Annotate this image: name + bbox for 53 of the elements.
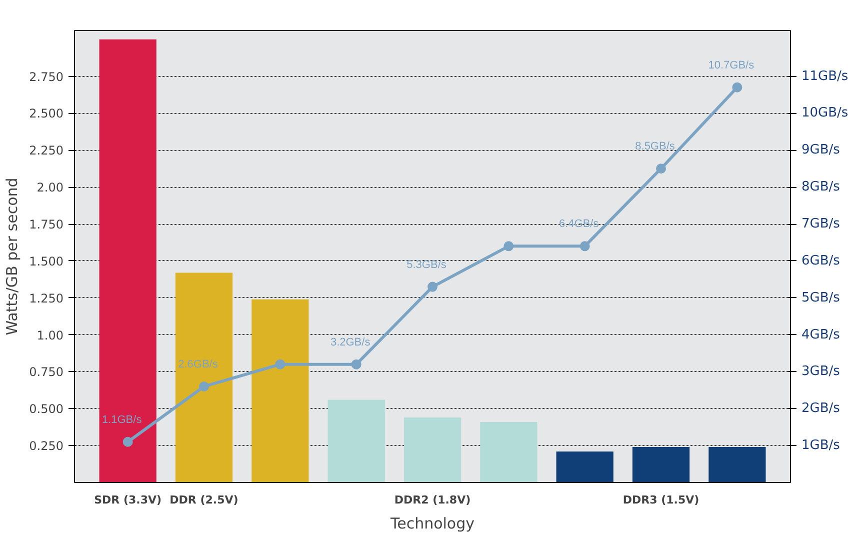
data-label: 3.2GB/s bbox=[330, 336, 371, 348]
y2-tick-label: 8GB/s bbox=[802, 180, 840, 195]
point bbox=[656, 164, 666, 174]
data-label: 5.3GB/s bbox=[406, 258, 447, 271]
bar bbox=[708, 447, 766, 482]
point bbox=[351, 359, 362, 370]
y-tick-label: 1.750 bbox=[29, 218, 64, 232]
x-tick-label: DDR2 (1.8V) bbox=[394, 494, 471, 506]
bar bbox=[99, 39, 156, 482]
y2-tick-label: 1GB/s bbox=[802, 438, 840, 454]
bar bbox=[556, 451, 614, 482]
data-label: 8.5GB/s bbox=[635, 140, 676, 153]
data-label: 1.1GB/s bbox=[102, 414, 142, 426]
bar bbox=[404, 418, 462, 482]
y-tick-label: 1.500 bbox=[29, 254, 64, 268]
y-tick-label: 2.500 bbox=[29, 106, 64, 121]
point bbox=[504, 241, 514, 252]
bar bbox=[480, 422, 538, 482]
bar bbox=[175, 272, 233, 482]
point bbox=[428, 282, 438, 292]
y2-tick-label: 10GB/s bbox=[802, 106, 848, 121]
bar bbox=[328, 400, 385, 482]
point bbox=[122, 436, 133, 447]
y-tick-label: 2.750 bbox=[29, 70, 64, 84]
y-tick-label: 2.250 bbox=[29, 144, 64, 158]
y-tick-label: 0.250 bbox=[29, 439, 64, 454]
point bbox=[275, 359, 286, 370]
y-tick-label: 0.500 bbox=[29, 402, 64, 416]
point bbox=[198, 381, 209, 392]
y2-tick-label: 7GB/s bbox=[802, 216, 840, 232]
bar bbox=[632, 447, 690, 482]
y2-tick-label: 6GB/s bbox=[802, 253, 840, 268]
y2-tick-label: 5GB/s bbox=[802, 290, 840, 306]
y-axis-title: Watts/GB per second bbox=[3, 178, 22, 336]
point bbox=[732, 82, 742, 92]
y2-tick-label: 11GB/s bbox=[802, 68, 848, 84]
y-tick-label: 0.750 bbox=[29, 365, 64, 380]
data-label: 6.4GB/s bbox=[558, 218, 600, 230]
y2-tick-label: 2GB/s bbox=[802, 401, 840, 416]
data-label: 10.7GB/s bbox=[708, 59, 755, 72]
bar bbox=[252, 299, 309, 482]
x-tick-label: DDR (2.5V) bbox=[170, 494, 238, 506]
y2-tick-label: 3GB/s bbox=[802, 364, 840, 380]
point bbox=[580, 241, 590, 252]
y2-tick-label: 9GB/s bbox=[802, 142, 840, 158]
x-tick-label: SDR (3.3V) bbox=[94, 494, 162, 506]
y-tick-label: 2.00 bbox=[36, 180, 64, 195]
y-tick-label: 1.250 bbox=[29, 291, 64, 306]
y2-tick-label: 4GB/s bbox=[802, 327, 840, 342]
x-tick-label: DDR3 (1.5V) bbox=[622, 494, 700, 506]
data-label: 2.6GB/s bbox=[178, 358, 218, 370]
x-axis-title: Technology bbox=[389, 514, 475, 532]
y-tick-label: 1.00 bbox=[36, 328, 64, 342]
